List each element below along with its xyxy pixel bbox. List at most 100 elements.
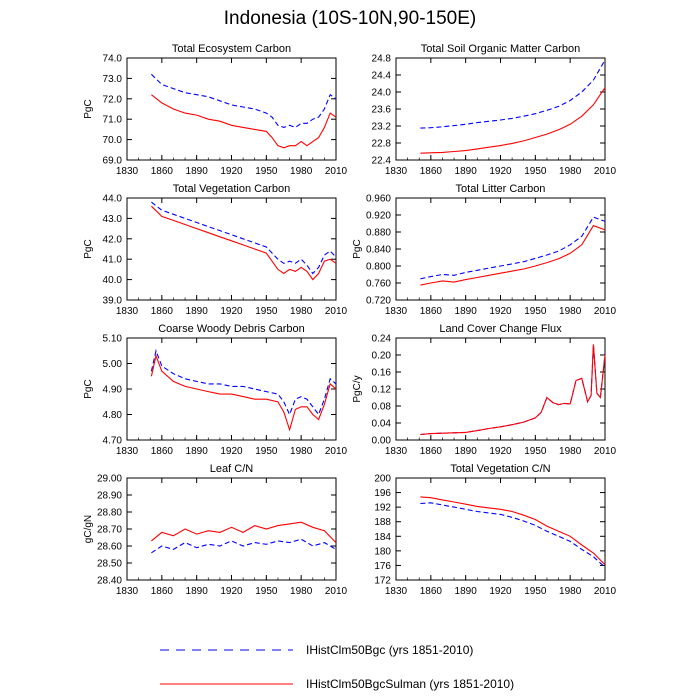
- chart-panel-3: Total Vegetation Carbon 1830 1860 1890 1920 1…: [83, 183, 348, 317]
- y-tick-label: 44.0: [103, 194, 123, 205]
- plot-frame: [395, 477, 606, 581]
- y-tick-label: 0.760: [366, 279, 391, 290]
- series-line-bgc: [420, 59, 606, 129]
- y-tick-label: 172: [374, 576, 391, 587]
- y-tick-label: 0.00: [372, 436, 392, 447]
- x-tick-label: 1890: [186, 446, 209, 457]
- y-tick-label: 0.800: [366, 262, 391, 273]
- y-tick-label: 0.08: [372, 402, 392, 413]
- x-tick-label: 2010: [325, 586, 348, 597]
- y-tick-label: 188: [374, 517, 391, 528]
- y-tick-label: 176: [374, 561, 391, 572]
- y-tick-label: 0.24: [372, 334, 392, 345]
- x-tick-label: 1920: [220, 446, 243, 457]
- x-tick-label: 1890: [455, 446, 478, 457]
- figure-title: Indonesia (10S-10N,90-150E): [223, 8, 477, 29]
- y-tick-label: 28.80: [97, 508, 122, 519]
- y-tick-label: 184: [374, 532, 391, 543]
- x-tick-label: 1830: [116, 586, 139, 597]
- plot-frame: [126, 477, 337, 581]
- y-tick-label: 0.920: [366, 211, 391, 222]
- series-line-bgc: [151, 538, 337, 554]
- x-tick-label: 2010: [325, 446, 348, 457]
- panel-title: Total Vegetation C/N: [450, 463, 550, 475]
- panel-title: Coarse Woody Debris Carbon: [158, 323, 305, 335]
- x-tick-label: 1950: [255, 166, 278, 177]
- x-tick-label: 2010: [594, 166, 617, 177]
- x-tick-label: 1920: [489, 446, 512, 457]
- y-tick-label: 22.4: [372, 156, 392, 167]
- y-tick-label: 0.20: [372, 351, 392, 362]
- panel-title: Leaf C/N: [210, 463, 253, 475]
- panel-title: Land Cover Change Flux: [439, 323, 562, 335]
- x-tick-label: 1920: [489, 306, 512, 317]
- x-tick-label: 1920: [489, 166, 512, 177]
- x-tick-label: 1950: [524, 166, 547, 177]
- x-tick-label: 1980: [290, 306, 313, 317]
- y-tick-label: 23.6: [372, 105, 392, 116]
- chart-panel-4: Total Litter Carbon 1830 1860 1890 1920 1950 1…: [352, 183, 617, 317]
- series-line-sulman: [151, 521, 337, 543]
- series-line-sulman: [151, 205, 337, 281]
- panel-title: Total Vegetation Carbon: [173, 183, 290, 195]
- panel-title: Total Ecosystem Carbon: [172, 43, 291, 55]
- y-tick-label: 5.10: [103, 334, 123, 345]
- y-tick-label: 70.0: [103, 135, 123, 146]
- x-tick-label: 2010: [325, 166, 348, 177]
- x-tick-label: 1980: [559, 446, 582, 457]
- y-tick-label: 23.2: [372, 122, 392, 133]
- x-tick-label: 1980: [290, 166, 313, 177]
- x-tick-label: 2010: [594, 446, 617, 457]
- x-tick-label: 1980: [290, 446, 313, 457]
- y-tick-label: 42.0: [103, 234, 123, 245]
- x-tick-label: 1830: [385, 586, 408, 597]
- y-tick-label: 4.80: [103, 410, 123, 421]
- x-tick-label: 1860: [420, 306, 443, 317]
- x-tick-label: 1860: [151, 306, 174, 317]
- x-tick-label: 1950: [255, 446, 278, 457]
- series-line-sulman: [150, 353, 337, 432]
- y-tick-label: 0.720: [366, 296, 391, 307]
- y-tick-label: 29.00: [97, 474, 122, 485]
- x-tick-label: 1860: [420, 166, 443, 177]
- series-line-sulman: [420, 496, 606, 566]
- y-tick-label: 192: [374, 503, 391, 514]
- plot-frame: [395, 57, 606, 161]
- chart-panel-2: Total Soil Organic Matter Carbon 1830 1860…: [372, 43, 617, 177]
- y-tick-label: 22.8: [372, 139, 392, 150]
- x-tick-label: 2010: [594, 586, 617, 597]
- y-axis-label: PgC/y: [352, 375, 363, 402]
- x-tick-label: 1830: [116, 306, 139, 317]
- y-tick-label: 71.0: [103, 115, 123, 126]
- series-line-sulman: [151, 94, 337, 149]
- y-tick-label: 0.880: [366, 228, 391, 239]
- series-line-bgc: [150, 348, 337, 416]
- x-tick-label: 1830: [385, 306, 408, 317]
- x-tick-label: 1950: [255, 586, 278, 597]
- series-line-bgc: [151, 73, 337, 129]
- x-tick-label: 1890: [186, 586, 209, 597]
- y-tick-label: 28.60: [97, 542, 122, 553]
- chart-panel-6: Land Cover Change Flux 1830 1860 1890 1920 19…: [352, 323, 617, 457]
- series-line-sulman: [420, 344, 606, 436]
- x-tick-label: 1980: [559, 586, 582, 597]
- x-tick-label: 1890: [455, 586, 478, 597]
- y-tick-label: 0.04: [372, 419, 392, 430]
- y-tick-label: 28.40: [97, 576, 122, 587]
- y-tick-label: 24.4: [372, 71, 392, 82]
- x-tick-label: 1980: [559, 306, 582, 317]
- y-axis-label: gC/gN: [83, 515, 94, 543]
- chart-panel-7: Leaf C/N 1830 1860 1890 1920 1950 1980 2010 28.4…: [83, 463, 348, 597]
- x-tick-label: 1830: [385, 166, 408, 177]
- y-tick-label: 4.90: [103, 385, 123, 396]
- x-tick-label: 1830: [116, 446, 139, 457]
- x-tick-label: 1860: [420, 446, 443, 457]
- x-tick-label: 1980: [559, 166, 582, 177]
- chart-panel-5: Coarse Woody Debris Carbon 1830 1860 1890 19…: [83, 323, 348, 457]
- chart-panel-8: Total Vegetation C/N 1830 1860 1890 1920 1950…: [374, 463, 616, 597]
- x-tick-label: 1980: [290, 586, 313, 597]
- x-tick-label: 1860: [151, 586, 174, 597]
- x-tick-label: 1920: [489, 586, 512, 597]
- x-tick-label: 1860: [151, 446, 174, 457]
